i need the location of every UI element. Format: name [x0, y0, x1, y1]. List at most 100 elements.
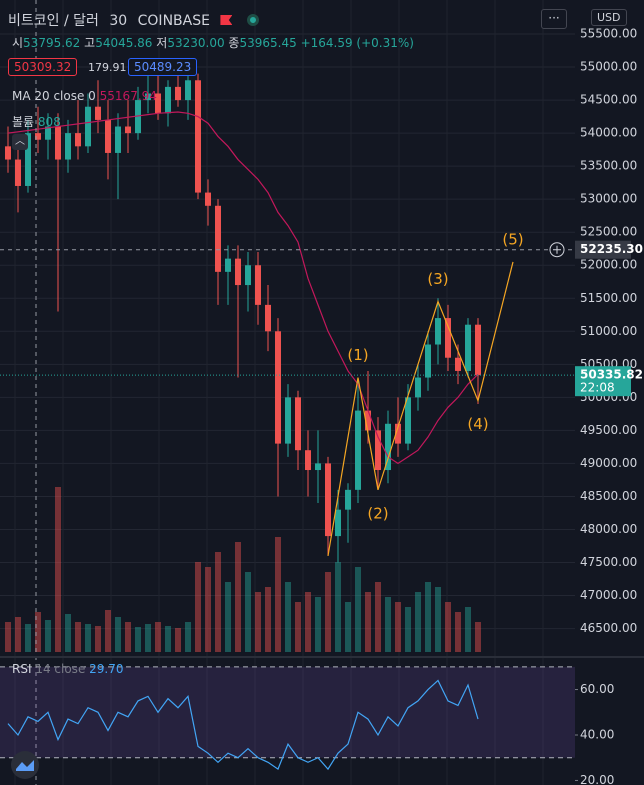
volume-bar	[405, 607, 411, 652]
logo[interactable]	[11, 751, 39, 779]
candle-body	[395, 423, 401, 444]
candle-body	[285, 397, 291, 444]
y-tick-label: 55500.00	[580, 27, 637, 41]
candle-body	[185, 80, 191, 101]
y-tick-label: 51000.00	[580, 324, 637, 338]
candle-body	[65, 133, 71, 160]
candle-body	[5, 146, 11, 160]
y-tick-label: 46500.00	[580, 621, 637, 635]
flag-icon[interactable]	[220, 15, 233, 25]
rsi-row: RSI 14 close 29.70	[12, 662, 124, 676]
volume-bar	[115, 617, 121, 652]
volume-bar	[45, 620, 51, 652]
spread: 179.91	[88, 61, 127, 74]
volume-bar	[475, 622, 481, 652]
wave-label: (3)	[427, 270, 448, 288]
candle-body	[25, 133, 31, 186]
candle-body	[205, 192, 211, 206]
volume-bar	[455, 612, 461, 652]
volume-row: 볼륨 808	[12, 113, 61, 130]
volume-bar	[75, 622, 81, 652]
candle-body	[155, 93, 161, 114]
candle-body	[385, 423, 391, 471]
volume-label: 볼륨	[12, 115, 35, 129]
currency-button[interactable]: USD	[591, 9, 627, 26]
volume-bar	[105, 610, 111, 652]
candle-body	[215, 205, 221, 272]
plus	[553, 245, 561, 254]
candle-body	[85, 106, 91, 147]
candle-body	[375, 430, 381, 471]
volume-bar	[265, 587, 271, 652]
sell-button[interactable]: 50309.32	[8, 58, 78, 76]
h-value: 54045.86	[95, 36, 153, 50]
candle-body	[475, 324, 481, 376]
candle-body	[405, 397, 411, 444]
ma-label: MA 20 close 0	[12, 89, 96, 103]
buy-button[interactable]: 50489.23	[128, 58, 198, 76]
volume-bar	[345, 602, 351, 652]
candle-body	[105, 119, 111, 153]
interval: 30	[109, 13, 128, 29]
volume-bar	[15, 617, 21, 652]
candle-body	[275, 331, 281, 444]
candle-body	[95, 106, 101, 120]
volume-bar	[5, 622, 11, 652]
volume-bar	[365, 592, 371, 652]
candle-body	[245, 265, 251, 286]
collapse-button[interactable]: ︿	[12, 134, 28, 150]
volume-bar	[95, 626, 101, 652]
c-label: 종	[228, 36, 240, 50]
wave-line	[327, 261, 514, 557]
crosshair-price-box	[575, 240, 631, 259]
rsi-tick-label: 60.00	[580, 682, 614, 696]
rsi-title: RSI	[12, 662, 32, 676]
volume-bar	[465, 607, 471, 652]
candle-body	[365, 410, 371, 431]
candle-body	[325, 463, 331, 537]
candle-body	[75, 133, 81, 147]
candle-body	[305, 450, 311, 471]
candle-body	[345, 489, 351, 510]
volume-bar	[205, 567, 211, 652]
volume-bar	[55, 487, 61, 652]
legend-row: 비트코인 / 달러 30 COINBASE	[8, 10, 259, 30]
more-button[interactable]: ···	[541, 9, 567, 29]
volume-bar	[245, 572, 251, 652]
wave-label: (2)	[367, 504, 388, 522]
volume-bar	[85, 624, 91, 652]
y-tick-label: 47000.00	[580, 588, 637, 602]
volume-bar	[65, 614, 71, 652]
ohlc-row: 시53795.62 고54045.86 저53230.00 종53965.45 …	[12, 34, 414, 51]
ma-row: MA 20 close 0 55167.94	[12, 89, 157, 103]
wave-label: (4)	[467, 415, 488, 433]
y-tick-label: 48000.00	[580, 522, 637, 536]
o-value: 53795.62	[23, 36, 81, 50]
candle-body	[435, 318, 441, 345]
candle-body	[45, 126, 51, 140]
volume-bar	[235, 542, 241, 652]
l-label: 저	[156, 36, 168, 50]
rsi-line	[7, 679, 479, 771]
volume-bar	[445, 602, 451, 652]
volume-bar	[335, 562, 341, 652]
candle-body	[425, 344, 431, 378]
last-price: 50335.82	[580, 368, 643, 382]
volume-bar	[435, 587, 441, 652]
wave-label: (5)	[502, 230, 523, 248]
y-tick-label: 51500.00	[580, 291, 637, 305]
candle-body	[135, 100, 141, 134]
candle-body	[165, 86, 171, 114]
volume-bar	[415, 592, 421, 652]
status-dot	[246, 14, 259, 26]
rsi-value: 29.70	[89, 662, 124, 676]
last-price-box	[575, 366, 631, 397]
volume-bar	[215, 552, 221, 652]
y-tick-label: 47500.00	[580, 555, 637, 569]
candle-body	[125, 126, 131, 134]
volume-bar	[135, 627, 141, 652]
candle-body	[195, 80, 201, 193]
h-label: 고	[84, 36, 96, 50]
